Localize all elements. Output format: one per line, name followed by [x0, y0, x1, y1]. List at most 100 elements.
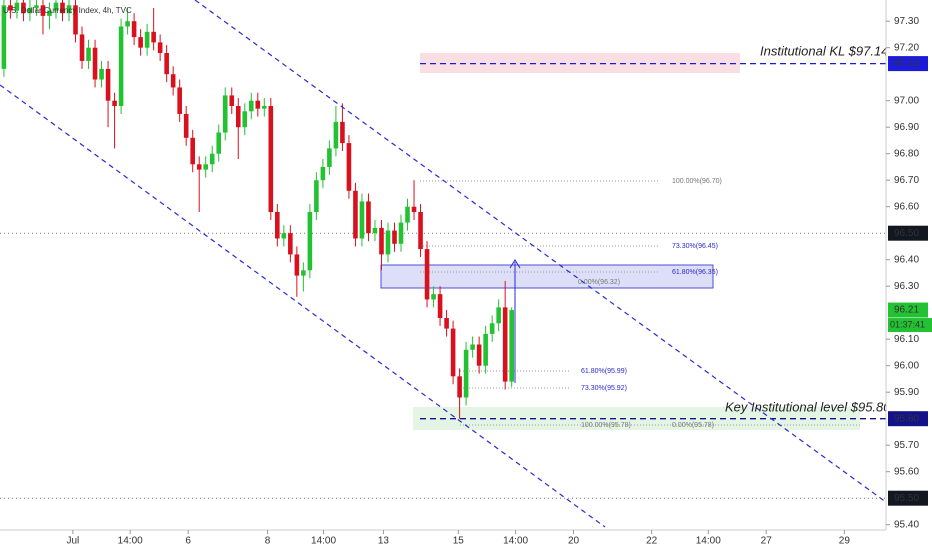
candle-body [112, 100, 117, 106]
candle-body [463, 349, 469, 398]
candle-body [8, 5, 13, 11]
fib-label: 100.00%(95.78) [581, 422, 631, 429]
candle-body [359, 201, 365, 239]
candle-body [229, 95, 235, 106]
candle-body [1, 5, 7, 69]
fib-label: 61.80%(96.35) [672, 269, 718, 276]
candle-body [489, 323, 495, 334]
candle-body [288, 233, 293, 255]
candle-body [405, 206, 410, 223]
annotation: Institutional KL $97.14 [760, 43, 888, 58]
candle-body [411, 206, 417, 212]
x-tick-label: 27 [761, 536, 773, 547]
candle-body [73, 5, 78, 35]
price-badge-label: 97.14 [894, 58, 919, 69]
y-tick-label: 95.40 [894, 519, 919, 530]
candle-body [398, 222, 404, 244]
time-axis-bg [0, 530, 932, 550]
candle-body [483, 333, 488, 366]
chart-title: U.S. Dollar Currency Index, 4h, TVC [3, 6, 132, 15]
candle-body [509, 310, 514, 382]
candle-body [320, 166, 326, 181]
candle-body [79, 34, 85, 61]
candle-body [372, 227, 378, 234]
candle-body [92, 47, 98, 80]
candle-body [418, 212, 423, 250]
candle-body [242, 111, 248, 128]
candle-body [294, 254, 300, 276]
candle-body [301, 270, 306, 276]
candle-body [275, 212, 280, 239]
candle-body [314, 180, 319, 212]
candle-body [392, 230, 397, 244]
candle-body [470, 344, 475, 350]
candle-body [47, 10, 52, 16]
candle-body [138, 37, 143, 48]
x-tick-label: 14:00 [118, 536, 143, 547]
candle-body [248, 100, 254, 112]
y-tick-label: 96.00 [894, 360, 919, 371]
countdown-badge [888, 318, 932, 333]
overlay: Institutional KL $97.14 Key Institutiona… [0, 0, 891, 528]
price-badge [888, 56, 928, 72]
candle-body [34, 5, 39, 8]
fib-label: 61.80%(95.99) [581, 368, 627, 375]
x-tick-label: Jul [67, 536, 80, 547]
candle-body [476, 344, 482, 366]
candle-body [502, 307, 508, 382]
x-tick-label: 6 [185, 536, 191, 547]
candle-body [385, 230, 391, 255]
y-tick-label: 96.90 [894, 122, 919, 133]
candle-body [196, 164, 202, 170]
y-tick-label: 97.00 [894, 95, 919, 106]
candle-body [183, 113, 189, 138]
y-tick-label: 95.90 [894, 387, 919, 398]
x-tick-label: 14:00 [503, 536, 528, 547]
candle-body [262, 106, 267, 109]
candle-body [431, 294, 436, 300]
price-badge-label: 95.50 [894, 493, 919, 504]
demand-zone [413, 407, 860, 430]
candle-body [437, 294, 443, 318]
candle-body [268, 106, 274, 212]
candle-body [86, 47, 91, 61]
candle-body [281, 233, 287, 239]
candle-body [353, 190, 358, 239]
y-tick-label: 95.70 [894, 440, 919, 451]
candle-body [151, 31, 156, 43]
candle-body [255, 100, 261, 109]
y-tick-label: 96.70 [894, 175, 919, 186]
y-tick-label: 96.30 [894, 281, 919, 292]
candle-body [333, 121, 339, 149]
candle-body [222, 95, 228, 133]
candle-body [203, 164, 209, 170]
price-badge-label: 95.80 [894, 413, 919, 424]
y-tick-label: 96.60 [894, 201, 919, 212]
price-badge [888, 225, 928, 241]
candle-body [99, 68, 104, 80]
x-tick-label: 14:00 [311, 536, 336, 547]
candle-body [131, 21, 137, 38]
candle-body [496, 307, 501, 324]
candle-body [307, 212, 313, 271]
fib-label: 73.30%(96.45) [672, 243, 718, 250]
candle-body [209, 153, 215, 165]
x-tick-label: 8 [265, 536, 271, 547]
candle-body [327, 148, 332, 167]
x-tick-label: 13 [378, 536, 390, 547]
y-tick-label: 95.60 [894, 466, 919, 477]
candle-body [40, 5, 46, 16]
annotation: Key Institutional level $95.80 [725, 399, 891, 414]
countdown: 01:37:41 [890, 319, 925, 329]
candle-body [457, 376, 462, 398]
candle-body [60, 2, 65, 14]
fib-label: 0.00%(96.32) [578, 279, 620, 286]
candle-body [21, 2, 26, 14]
candle-body [125, 21, 130, 27]
channel-upper [194, 0, 891, 506]
candle-body [340, 121, 345, 144]
x-tick-label: 14:00 [696, 536, 721, 547]
candle-body [144, 31, 150, 48]
candle-body [366, 201, 371, 234]
